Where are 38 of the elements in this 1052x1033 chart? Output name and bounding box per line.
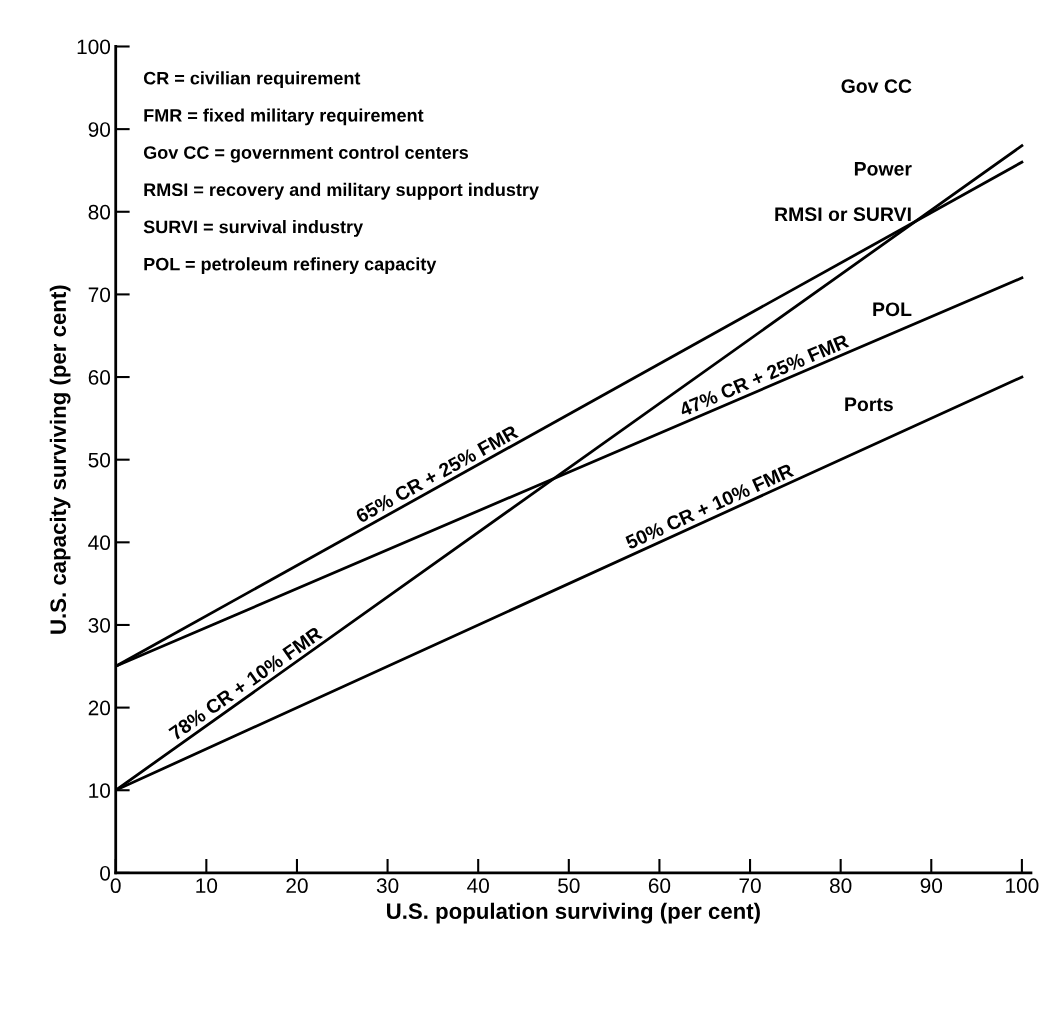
x-tick-label: 30 — [376, 878, 399, 894]
annotation: FMR = fixed military requirement — [144, 108, 424, 126]
annotation: RMSI or SURVI — [775, 207, 911, 222]
y-axis-title: U.S. capacity surviving (per cent) — [49, 285, 71, 634]
annotation: Power — [854, 162, 912, 176]
text: 78% CR + 10% FMR — [168, 625, 324, 741]
y-tick-label: 90 — [88, 122, 111, 137]
x-tick-label: 50 — [558, 878, 580, 894]
text: 50% CR + 10% FMR — [624, 463, 795, 550]
x-tick-label: 70 — [739, 878, 761, 894]
y-tick-label: 30 — [88, 617, 111, 633]
y-tick-label: 70 — [88, 287, 111, 303]
x-axis-title: U.S. population surviving (per cent) — [387, 902, 760, 924]
y-tick-label: 50 — [88, 452, 111, 468]
x-tick-label: 20 — [286, 878, 308, 894]
annotation: POL = petroleum refinery capacity — [144, 257, 437, 275]
x-tick-label: 40 — [467, 878, 489, 894]
annotation: SURVI = survival industry — [143, 220, 364, 237]
y-tick-label: 0 — [100, 865, 111, 881]
annotation: POL — [873, 302, 912, 317]
y-tick-label: 20 — [88, 700, 111, 716]
x-tick-label: 60 — [648, 878, 671, 894]
x-tick-label: 10 — [196, 878, 218, 894]
y-tick-label: 60 — [88, 370, 111, 385]
x-tick-label: 100 — [1006, 878, 1039, 894]
x-tick-label: 90 — [920, 878, 943, 894]
annotation: Gov CC — [841, 79, 912, 94]
annotation: Ports — [845, 397, 893, 412]
annotation: Gov CC = government control centers — [143, 145, 469, 163]
annotation: CR = civilian requirement — [143, 71, 361, 89]
y-tick-label: 10 — [89, 783, 111, 798]
y-tick-label: 80 — [88, 204, 111, 220]
y-tick-label: 40 — [88, 535, 111, 551]
x-tick-label: 0 — [110, 878, 121, 894]
x-tick-label: 80 — [829, 878, 852, 894]
text: 65% CR + 25% FMR — [354, 424, 520, 524]
annotation: RMSI = recovery and military support industry — [144, 182, 539, 200]
y-tick-label: 100 — [77, 39, 111, 55]
